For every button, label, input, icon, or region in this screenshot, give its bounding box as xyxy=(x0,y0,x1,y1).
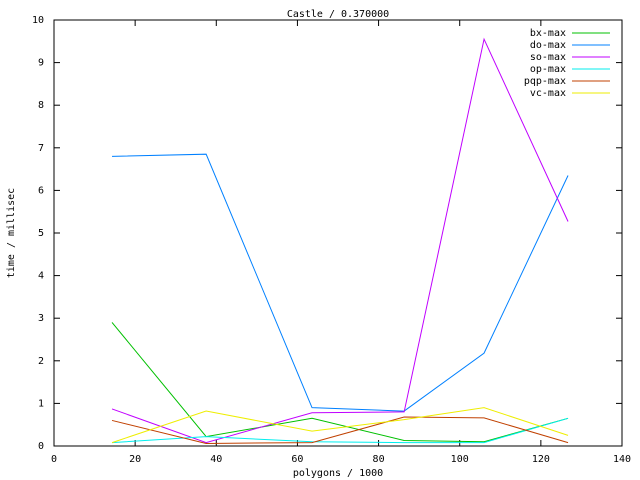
x-tick-label: 100 xyxy=(451,454,469,465)
y-tick-label: 8 xyxy=(38,100,44,111)
y-tick-label: 7 xyxy=(38,143,44,154)
series-line xyxy=(111,416,569,444)
legend-label: op-max xyxy=(530,64,566,75)
x-tick-label: 40 xyxy=(210,454,222,465)
series-line xyxy=(111,407,569,444)
legend-label: pqp-max xyxy=(524,76,566,87)
legend-label: bx-max xyxy=(530,28,566,39)
y-tick-label: 6 xyxy=(38,185,44,196)
y-tick-label: 10 xyxy=(32,15,44,26)
legend-label: vc-max xyxy=(530,88,566,99)
y-tick-label: 1 xyxy=(38,398,44,409)
y-axis-label: time / millisec xyxy=(6,188,17,278)
x-axis-label: polygons / 1000 xyxy=(293,468,383,479)
y-tick-label: 9 xyxy=(38,58,44,69)
series-line xyxy=(111,322,569,443)
legend-label: so-max xyxy=(530,52,566,63)
x-tick-label: 60 xyxy=(291,454,303,465)
y-tick-label: 3 xyxy=(38,313,44,324)
chart-title: Castle / 0.370000 xyxy=(287,9,389,20)
x-tick-label: 80 xyxy=(373,454,385,465)
y-tick-label: 0 xyxy=(38,441,44,452)
y-tick-label: 2 xyxy=(38,356,44,367)
y-tick-label: 5 xyxy=(38,228,44,239)
x-tick-label: 0 xyxy=(51,454,57,465)
x-tick-label: 20 xyxy=(129,454,141,465)
y-tick-label: 4 xyxy=(38,271,44,282)
legend-label: do-max xyxy=(530,40,566,51)
series-line xyxy=(111,37,569,444)
x-tick-label: 140 xyxy=(613,454,631,465)
series-line xyxy=(112,153,569,412)
series-line xyxy=(111,417,569,444)
x-tick-label: 120 xyxy=(532,454,550,465)
